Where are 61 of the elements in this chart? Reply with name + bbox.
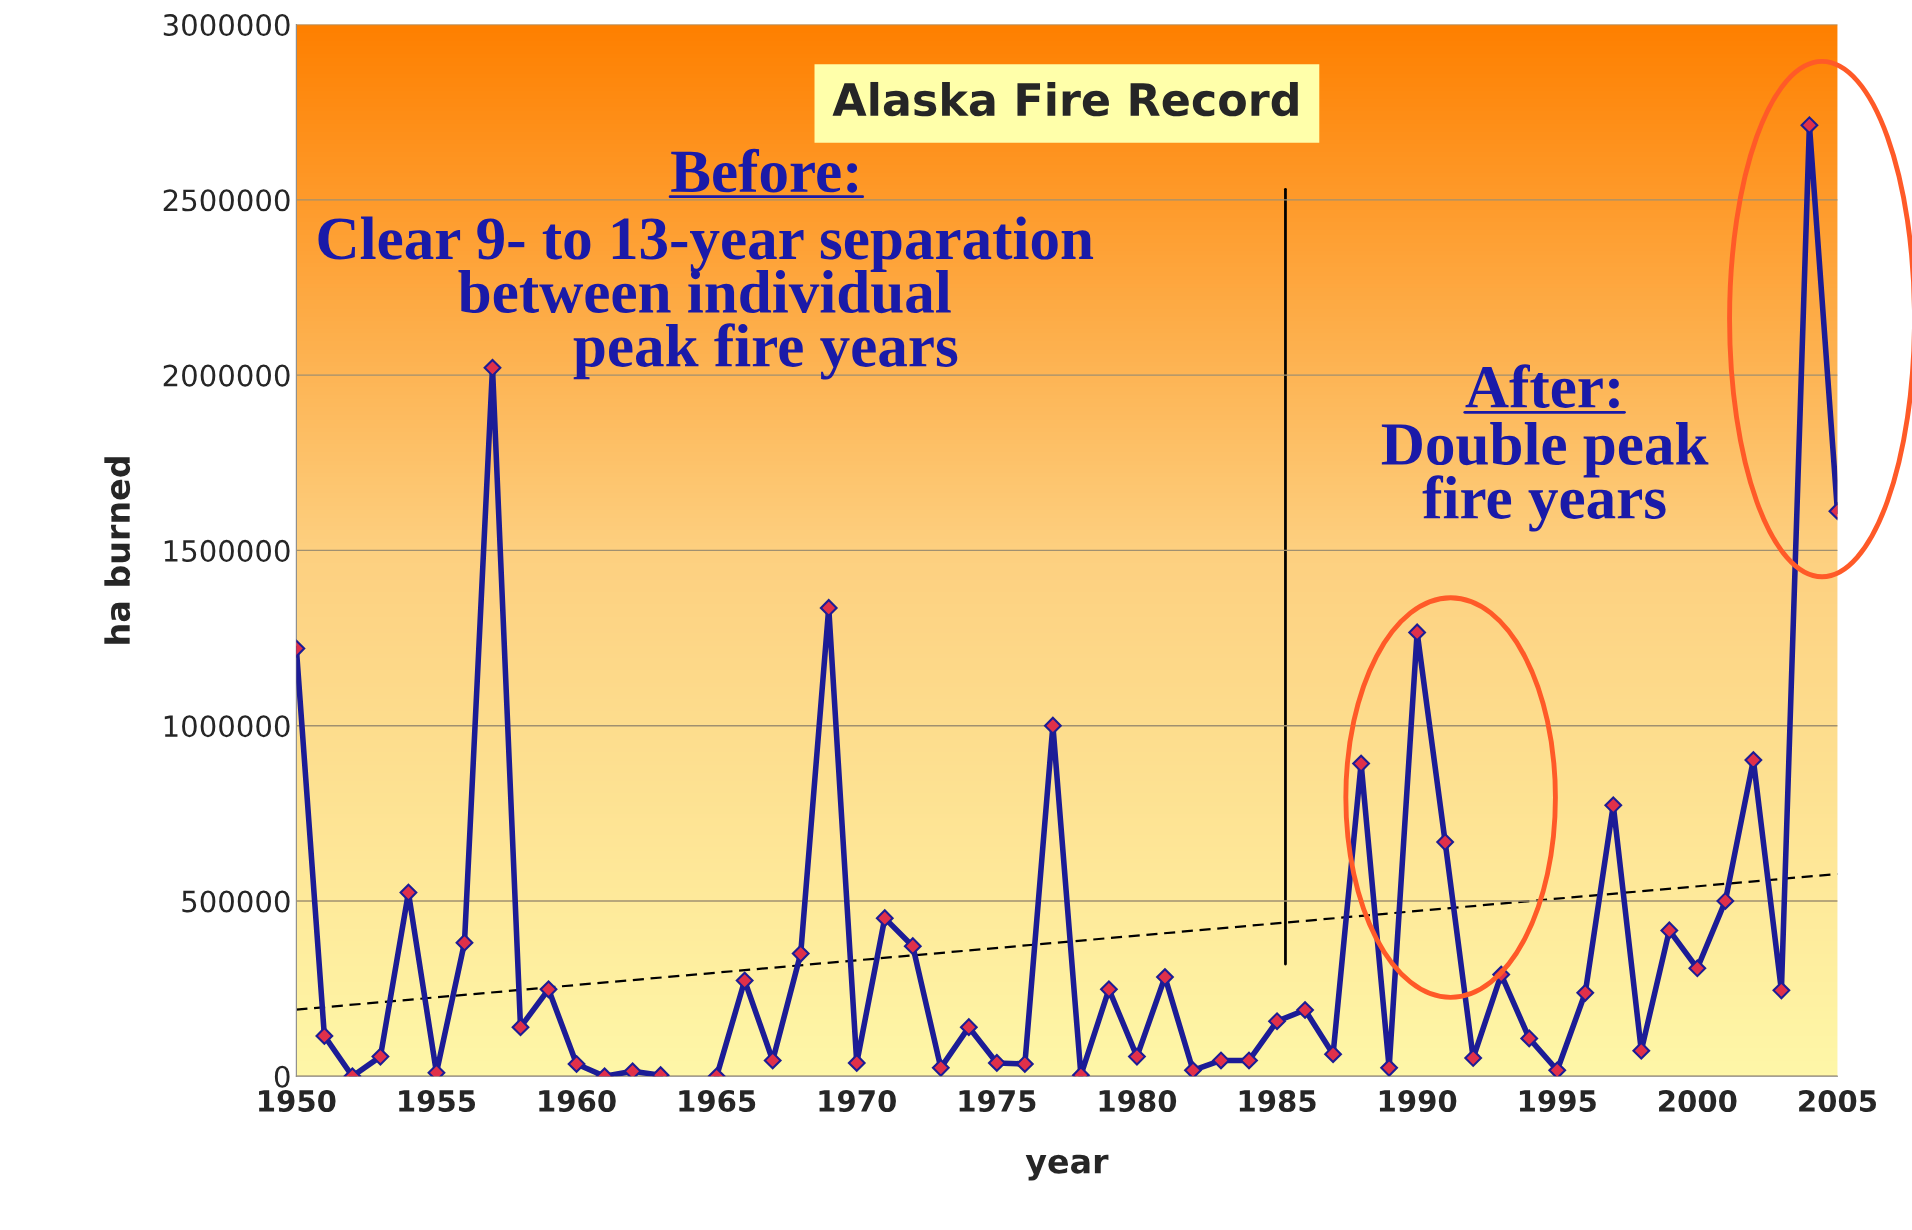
y-tick-label: 500000 <box>182 890 290 913</box>
point <box>1464 1049 1483 1067</box>
point <box>1240 1051 1258 1070</box>
point <box>903 937 922 956</box>
point <box>931 1058 950 1077</box>
point <box>455 933 474 952</box>
point <box>1576 983 1595 1002</box>
point <box>1660 921 1679 940</box>
point <box>1688 959 1707 978</box>
y-tick-label: 0 <box>274 1065 290 1088</box>
point <box>567 1055 586 1073</box>
y-tick-label: 2000000 <box>163 364 290 387</box>
point <box>875 909 894 928</box>
annotation: After: <box>1465 364 1619 409</box>
x-tick-label: 2000 <box>1659 1089 1737 1113</box>
annotation: Before: <box>671 148 858 193</box>
point <box>1184 1061 1202 1077</box>
x-tick-label: 1965 <box>679 1089 756 1113</box>
x-tick-label: 1990 <box>1379 1089 1457 1113</box>
y-tick-label: 2500000 <box>163 189 290 212</box>
x-tick-label: 1975 <box>959 1089 1036 1113</box>
point <box>1296 1001 1314 1019</box>
x-tick-label: 1985 <box>1239 1089 1316 1113</box>
point <box>1015 1055 1034 1073</box>
point <box>1212 1051 1230 1070</box>
point <box>819 599 838 617</box>
point <box>1772 981 1791 1000</box>
x-axis-title: year <box>1025 1154 1109 1181</box>
y-tick-label: 1000000 <box>164 715 290 738</box>
point <box>1716 892 1735 910</box>
point <box>371 1047 390 1066</box>
annotation: Double peak fire years <box>1381 422 1709 532</box>
point <box>987 1054 1006 1072</box>
point <box>1156 968 1174 986</box>
point <box>791 944 810 963</box>
point <box>539 980 558 999</box>
point <box>1128 1047 1146 1066</box>
x-tick-label: 1995 <box>1519 1089 1596 1113</box>
x-tick-label: 1970 <box>819 1089 896 1113</box>
x-tick-label: 2005 <box>1799 1089 1876 1113</box>
point <box>315 1027 334 1045</box>
x-tick-label: 1955 <box>399 1089 476 1113</box>
point <box>511 1018 530 1037</box>
point <box>1436 833 1455 851</box>
y-tick-label: 3000000 <box>163 14 290 37</box>
point <box>1548 1061 1567 1077</box>
point <box>623 1062 642 1077</box>
text: Alaska Fire Record <box>832 81 1298 117</box>
point <box>847 1054 866 1072</box>
annotation: Clear 9- to 13-year separation between individual peak fire years <box>318 216 1094 380</box>
y-axis-title: ha burned <box>104 457 131 644</box>
point <box>1100 980 1118 999</box>
x-tick-label: 1980 <box>1099 1089 1177 1113</box>
point <box>735 971 754 990</box>
point <box>1520 1029 1539 1048</box>
x-tick-label: 1950 <box>259 1089 336 1113</box>
point <box>483 358 502 377</box>
point <box>1268 1012 1286 1031</box>
x-tick-label: 1960 <box>539 1089 616 1113</box>
y-tick-label: 1500000 <box>164 539 290 562</box>
point <box>959 1018 978 1037</box>
